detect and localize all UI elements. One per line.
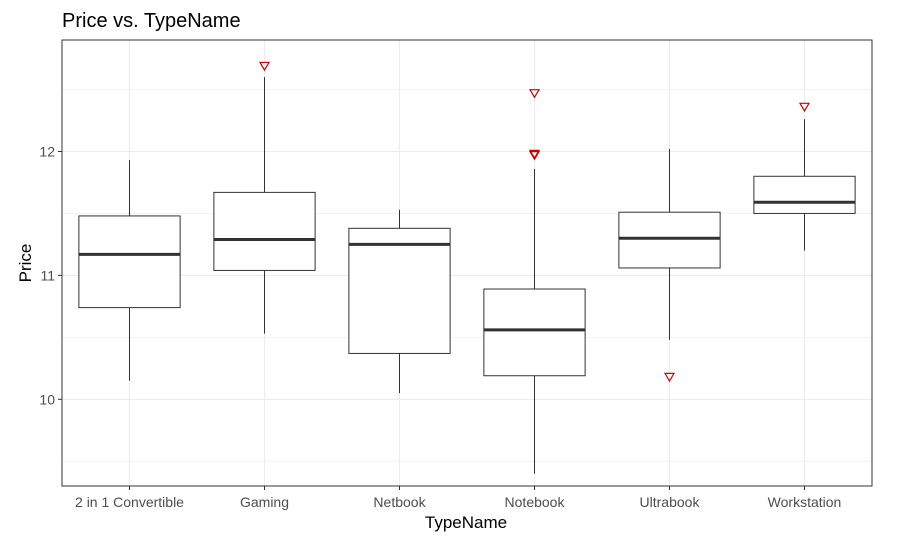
x-tick-label: Ultrabook	[640, 494, 701, 510]
box	[348, 227, 451, 354]
x-tick-label: 2 in 1 Convertible	[75, 494, 184, 510]
panel-border	[61, 39, 873, 487]
box	[753, 175, 856, 214]
y-tick-label: 12	[39, 144, 55, 160]
y-tick-label: 11	[40, 267, 55, 283]
plot-panel: 10 11 12 2 in 1 Convertible Gaming Netbook Not…	[39, 39, 873, 510]
outlier-point	[258, 61, 271, 72]
x-tick-label: Gaming	[240, 494, 289, 510]
outlier-point	[528, 149, 541, 160]
outlier-point	[798, 102, 811, 113]
box	[618, 211, 721, 269]
y-axis-label: Price	[16, 244, 35, 283]
x-tick-label: Netbook	[373, 494, 426, 510]
x-tick-label: Notebook	[505, 494, 566, 510]
box	[78, 215, 181, 309]
chart-title: Price vs. TypeName	[62, 10, 241, 32]
box	[213, 191, 316, 271]
x-tick-label: Workstation	[768, 494, 842, 510]
x-axis-label: TypeName	[425, 513, 507, 532]
outlier-point	[528, 89, 541, 99]
y-tick-label: 10	[39, 391, 55, 407]
outlier-point	[663, 372, 676, 383]
outlier-point	[528, 151, 541, 161]
box	[483, 288, 586, 377]
